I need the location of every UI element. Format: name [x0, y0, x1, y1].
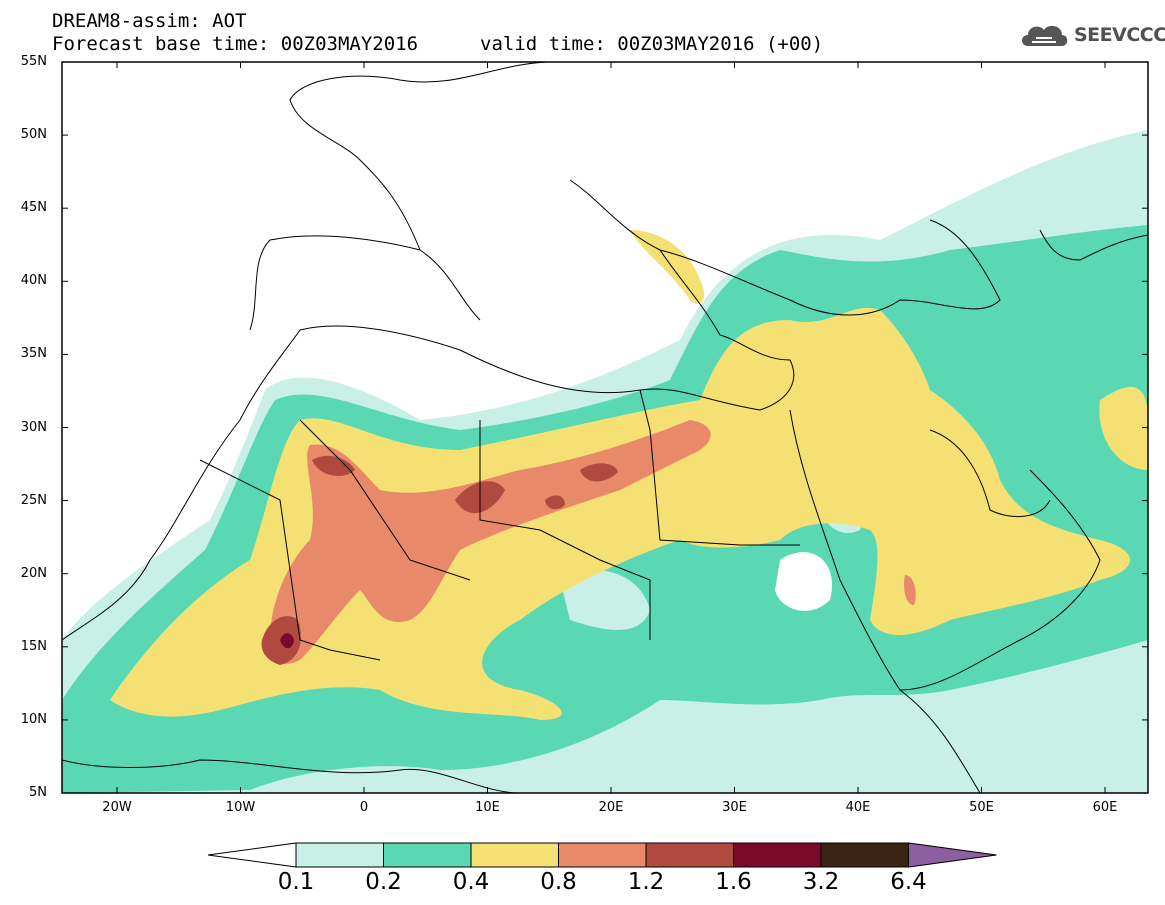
lat-tick-label: 20N: [20, 565, 47, 581]
lon-tick-label: 20E: [598, 800, 624, 815]
cloud-icon: [1022, 25, 1068, 46]
aot-contour-1.6: [280, 633, 294, 649]
aot-gap-egypt-south: [775, 552, 832, 611]
lat-tick-label: 30N: [20, 419, 47, 435]
colorbar-lower-arrow: [207, 842, 297, 868]
colorbar-label: 6.4: [890, 869, 927, 895]
lat-tick-label: 55N: [20, 54, 47, 69]
lat-tick-label: 50N: [20, 127, 47, 143]
aot-contour-0.8-arabia: [904, 575, 916, 605]
colorbar-label: 0.8: [540, 869, 577, 895]
lon-tick-label: 40E: [845, 800, 871, 815]
lon-tick-label: 30E: [722, 800, 747, 815]
aot-contour-0.4-east: [1099, 386, 1148, 470]
colorbar: [207, 842, 997, 868]
aot-gap-libya: [560, 570, 650, 630]
aot-contour-1.2-a: [312, 455, 355, 476]
logo-text: SEEVCCC: [1074, 24, 1165, 46]
valid-time: valid time: 00Z03MAY2016 (+00): [480, 33, 824, 55]
colorbar-label: 1.6: [715, 869, 752, 895]
aot-field: [62, 62, 1148, 793]
lon-tick-label: 10E: [475, 800, 500, 815]
lat-tick-label: 5N: [29, 785, 47, 800]
lat-tick-label: 35N: [20, 346, 47, 362]
lat-tick-label: 10N: [20, 711, 47, 727]
aot-contour-1.2-d: [545, 495, 565, 510]
colorbar-segment: [733, 842, 822, 868]
colorbar-label: 0.1: [277, 869, 315, 895]
lon-tick-label: 60E: [1092, 800, 1118, 815]
coastlines: [62, 62, 1148, 793]
lat-tick-label: 15N: [20, 638, 47, 654]
colorbar-segment: [645, 842, 734, 868]
colorbar-label: 3.2: [802, 869, 840, 895]
axis-ticks: [62, 61, 1148, 794]
lat-tick-label: 40N: [20, 273, 47, 289]
colorbar-segment: [383, 842, 472, 868]
map-title: DREAM8-assim: AOT: [52, 10, 247, 32]
lon-tick-label: 50E: [969, 800, 994, 815]
lat-tick-label: 45N: [20, 200, 47, 216]
seevccc-logo: SEEVCCC: [1018, 20, 1165, 50]
colorbar-segment: [470, 842, 559, 868]
colorbar-segment: [295, 842, 384, 868]
colorbar-segment: [558, 842, 647, 868]
forecast-base-time: Forecast base time: 00Z03MAY2016: [52, 33, 419, 55]
aot-contour-0.4: [110, 307, 1130, 720]
colorbar-label: 0.4: [452, 869, 490, 895]
colorbar-label: 1.2: [627, 869, 665, 895]
aot-contour-1.2-c: [580, 463, 618, 482]
colorbar-label: 0.2: [365, 869, 402, 895]
lon-tick-label: 0: [359, 800, 369, 815]
lon-tick-label: 10W: [225, 800, 256, 815]
lat-tick-label: 25N: [20, 492, 47, 508]
lon-tick-label: 20W: [102, 800, 132, 815]
colorbar-segment: [820, 842, 909, 868]
colorbar-upper-arrow: [908, 842, 997, 868]
